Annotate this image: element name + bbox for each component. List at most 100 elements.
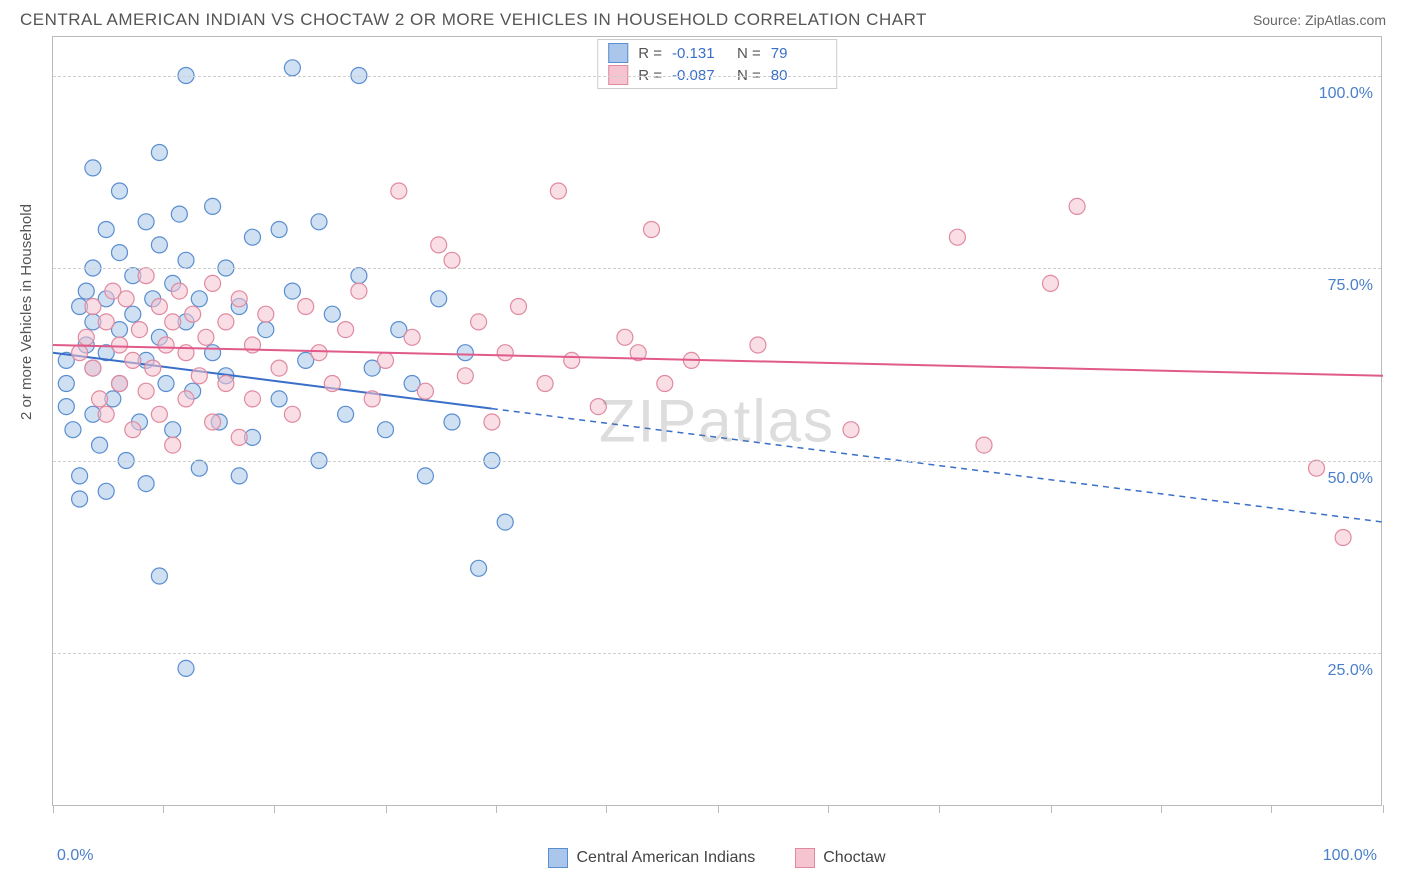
x-tick (718, 805, 719, 813)
scatter-point (511, 299, 527, 315)
scatter-point (391, 183, 407, 199)
scatter-point (205, 414, 221, 430)
scatter-point (537, 376, 553, 392)
scatter-point (98, 483, 114, 499)
scatter-point (338, 406, 354, 422)
scatter-point (949, 229, 965, 245)
scatter-point (471, 314, 487, 330)
scatter-point (205, 345, 221, 361)
scatter-point (58, 376, 74, 392)
scatter-point (58, 399, 74, 415)
scatter-point (351, 268, 367, 284)
legend-swatch (795, 848, 815, 868)
scatter-point (198, 329, 214, 345)
legend-n-label: N = (737, 45, 761, 62)
scatter-point (1043, 275, 1059, 291)
scatter-point (564, 352, 580, 368)
y-tick-label: 100.0% (1319, 85, 1373, 103)
scatter-point (431, 291, 447, 307)
scatter-point (151, 299, 167, 315)
scatter-point (178, 391, 194, 407)
scatter-point (417, 468, 433, 484)
x-tick (939, 805, 940, 813)
legend-series-label: Choctaw (823, 849, 885, 867)
scatter-point (324, 376, 340, 392)
scatter-point (497, 345, 513, 361)
scatter-point (378, 352, 394, 368)
scatter-point (1309, 460, 1325, 476)
gridline-h (53, 268, 1381, 269)
gridline-h (53, 653, 1381, 654)
chart-svg (53, 37, 1381, 805)
legend-bottom-item: Central American Indians (548, 848, 755, 868)
scatter-point (218, 376, 234, 392)
scatter-point (284, 406, 300, 422)
scatter-point (125, 352, 141, 368)
scatter-point (85, 360, 101, 376)
scatter-point (191, 368, 207, 384)
x-tick (386, 805, 387, 813)
chart-source: Source: ZipAtlas.com (1253, 12, 1386, 28)
scatter-point (617, 329, 633, 345)
scatter-point (151, 237, 167, 253)
scatter-point (457, 345, 473, 361)
trend-line (53, 345, 1383, 376)
scatter-point (165, 314, 181, 330)
scatter-point (158, 337, 174, 353)
scatter-point (271, 360, 287, 376)
scatter-point (191, 291, 207, 307)
legend-bottom: Central American Indians Choctaw (52, 848, 1382, 868)
scatter-point (85, 160, 101, 176)
scatter-point (112, 337, 128, 353)
scatter-point (324, 306, 340, 322)
x-tick (1383, 805, 1384, 813)
legend-top: R =-0.131N =79R =-0.087N =80 (597, 39, 837, 89)
scatter-point (311, 345, 327, 361)
scatter-point (138, 476, 154, 492)
legend-bottom-item: Choctaw (795, 848, 885, 868)
scatter-point (843, 422, 859, 438)
scatter-point (138, 383, 154, 399)
scatter-point (1335, 530, 1351, 546)
scatter-point (165, 422, 181, 438)
scatter-point (218, 314, 234, 330)
y-tick-label: 75.0% (1328, 277, 1373, 295)
scatter-point (284, 60, 300, 76)
x-tick (1051, 805, 1052, 813)
scatter-point (1069, 198, 1085, 214)
scatter-point (112, 183, 128, 199)
scatter-point (351, 283, 367, 299)
scatter-point (151, 406, 167, 422)
legend-swatch (548, 848, 568, 868)
scatter-point (550, 183, 566, 199)
scatter-point (457, 368, 473, 384)
scatter-point (125, 422, 141, 438)
legend-swatch (608, 43, 628, 63)
scatter-point (98, 314, 114, 330)
scatter-point (338, 322, 354, 338)
scatter-point (78, 283, 94, 299)
scatter-point (231, 429, 247, 445)
x-tick (1161, 805, 1162, 813)
scatter-point (271, 222, 287, 238)
scatter-point (404, 329, 420, 345)
x-tick (1271, 805, 1272, 813)
scatter-point (976, 437, 992, 453)
x-tick (163, 805, 164, 813)
scatter-point (471, 560, 487, 576)
scatter-point (165, 437, 181, 453)
scatter-point (92, 437, 108, 453)
scatter-point (590, 399, 606, 415)
scatter-point (85, 299, 101, 315)
scatter-point (444, 414, 460, 430)
scatter-point (497, 514, 513, 530)
scatter-point (258, 322, 274, 338)
scatter-point (112, 376, 128, 392)
chart-plot-area: ZIPatlas R =-0.131N =79R =-0.087N =80 25… (52, 36, 1382, 806)
scatter-point (65, 422, 81, 438)
y-tick-label: 25.0% (1328, 662, 1373, 680)
legend-r-value: -0.131 (672, 45, 727, 62)
scatter-point (178, 660, 194, 676)
trend-line-dashed (492, 409, 1383, 522)
scatter-point (311, 214, 327, 230)
